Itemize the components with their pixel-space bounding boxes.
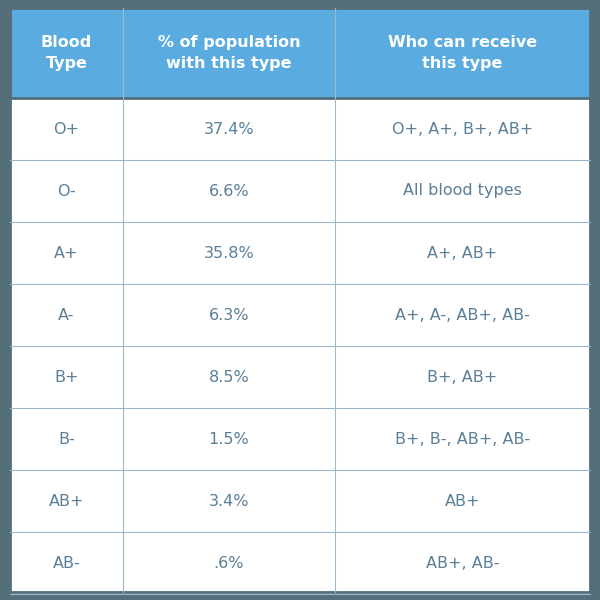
Bar: [10, 284, 123, 346]
Bar: [123, 160, 335, 222]
Text: .6%: .6%: [214, 556, 244, 571]
Text: O+, A+, B+, AB+: O+, A+, B+, AB+: [392, 121, 533, 136]
Bar: [123, 470, 335, 532]
Bar: [10, 160, 123, 222]
Text: 6.6%: 6.6%: [209, 184, 249, 199]
Bar: [335, 346, 590, 408]
Bar: [10, 346, 123, 408]
Bar: [123, 284, 335, 346]
Bar: [123, 222, 335, 284]
Bar: [10, 8, 123, 98]
Bar: [335, 160, 590, 222]
Bar: [123, 532, 335, 594]
Bar: [123, 8, 335, 98]
Text: B+: B+: [55, 370, 79, 385]
Text: A-: A-: [58, 307, 75, 323]
Text: B+, AB+: B+, AB+: [427, 370, 497, 385]
Bar: [335, 408, 590, 470]
Text: 8.5%: 8.5%: [209, 370, 250, 385]
Text: O-: O-: [57, 184, 76, 199]
Text: B-: B-: [58, 431, 75, 446]
Text: A+, A-, AB+, AB-: A+, A-, AB+, AB-: [395, 307, 530, 323]
Text: Blood
Type: Blood Type: [41, 35, 92, 71]
Bar: [10, 408, 123, 470]
Text: AB-: AB-: [53, 556, 80, 571]
Bar: [10, 532, 123, 594]
Text: AB+, AB-: AB+, AB-: [425, 556, 499, 571]
Text: 37.4%: 37.4%: [203, 121, 254, 136]
Bar: [123, 346, 335, 408]
Bar: [10, 98, 123, 160]
Bar: [335, 470, 590, 532]
Text: All blood types: All blood types: [403, 184, 522, 199]
Text: Who can receive
this type: Who can receive this type: [388, 35, 537, 71]
Text: 1.5%: 1.5%: [209, 431, 250, 446]
Text: AB+: AB+: [445, 493, 480, 509]
Text: A+: A+: [55, 245, 79, 260]
Text: O+: O+: [53, 121, 80, 136]
Bar: [335, 222, 590, 284]
Text: 3.4%: 3.4%: [209, 493, 249, 509]
Bar: [335, 284, 590, 346]
Text: B+, B-, AB+, AB-: B+, B-, AB+, AB-: [395, 431, 530, 446]
Bar: [335, 98, 590, 160]
Bar: [123, 98, 335, 160]
Bar: [123, 408, 335, 470]
Bar: [335, 8, 590, 98]
Text: % of population
with this type: % of population with this type: [158, 35, 300, 71]
Text: 6.3%: 6.3%: [209, 307, 249, 323]
Bar: [10, 470, 123, 532]
Text: A+, AB+: A+, AB+: [427, 245, 497, 260]
Bar: [10, 222, 123, 284]
Text: AB+: AB+: [49, 493, 85, 509]
Text: 35.8%: 35.8%: [203, 245, 254, 260]
Bar: [335, 532, 590, 594]
